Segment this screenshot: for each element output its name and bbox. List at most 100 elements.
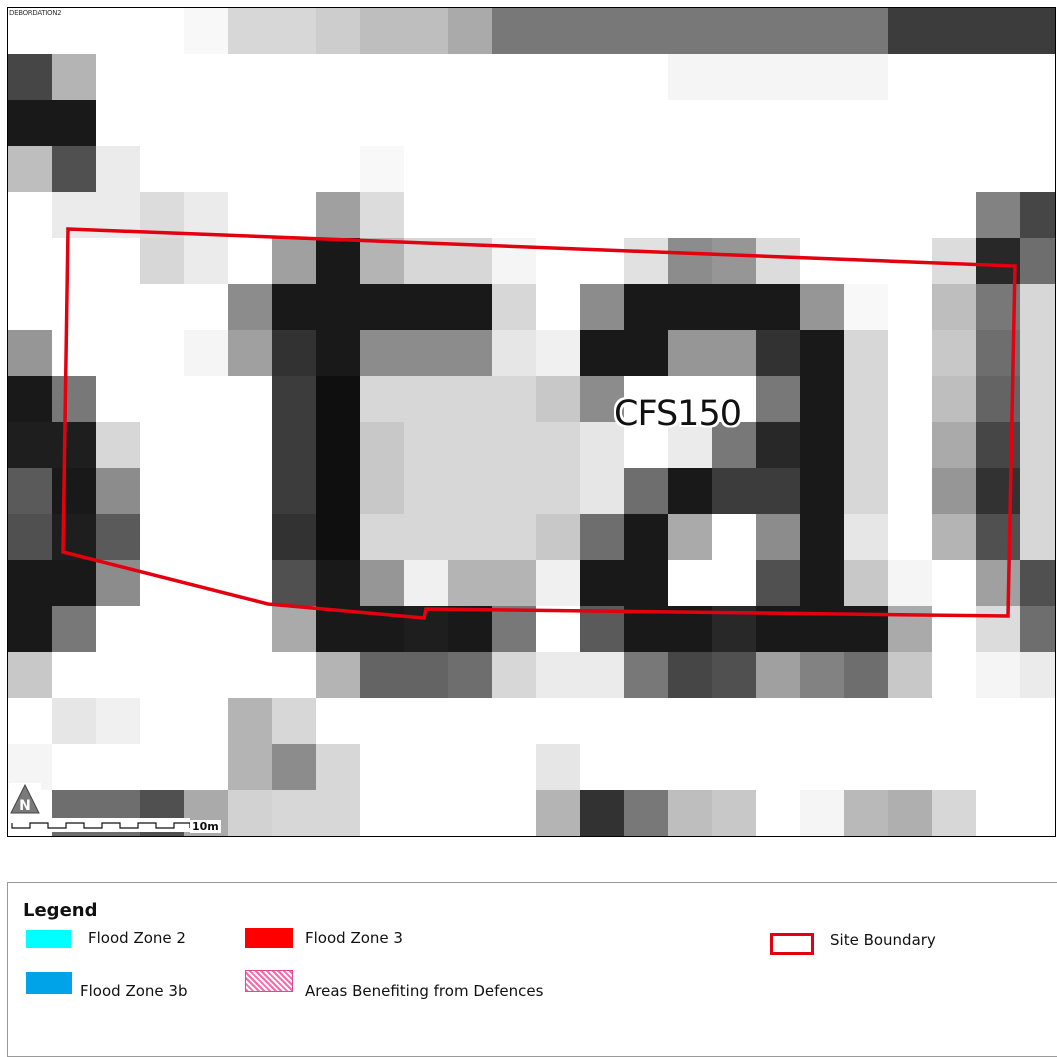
raster-cell	[888, 284, 933, 331]
raster-cell	[448, 606, 493, 653]
raster-cell	[624, 376, 669, 423]
raster-cell	[624, 744, 669, 791]
raster-cell	[536, 744, 581, 791]
raster-cell	[668, 8, 713, 55]
raster-cell	[668, 238, 713, 285]
raster-cell	[492, 468, 537, 515]
raster-cell	[844, 744, 889, 791]
raster-cell	[668, 192, 713, 239]
raster-cell	[360, 238, 405, 285]
raster-cell	[492, 100, 537, 147]
north-arrow-icon: N	[9, 783, 41, 817]
raster-cell	[756, 514, 801, 561]
raster-cell	[1020, 514, 1055, 561]
raster-cell	[624, 698, 669, 745]
raster-cell	[184, 330, 229, 377]
raster-cell	[316, 100, 361, 147]
raster-cell	[932, 422, 977, 469]
raster-cell	[52, 8, 97, 55]
raster-cell	[932, 560, 977, 607]
raster-cell	[492, 376, 537, 423]
raster-cell	[976, 100, 1021, 147]
raster-cell	[536, 606, 581, 653]
raster-cell	[184, 284, 229, 331]
raster-cell	[96, 514, 141, 561]
raster-cell	[844, 422, 889, 469]
raster-cell	[96, 744, 141, 791]
flood-zone-3b-label: Flood Zone 3b	[80, 982, 188, 1000]
raster-cell	[932, 790, 977, 836]
raster-cell	[272, 422, 317, 469]
raster-cell	[96, 468, 141, 515]
raster-cell	[888, 192, 933, 239]
raster-cell	[624, 560, 669, 607]
raster-cell	[184, 744, 229, 791]
raster-cell	[140, 514, 185, 561]
raster-cell	[668, 146, 713, 193]
raster-cell	[8, 422, 53, 469]
raster-cell	[316, 606, 361, 653]
raster-cell	[624, 790, 669, 836]
raster-cell	[8, 192, 53, 239]
raster-cell	[888, 146, 933, 193]
raster-cell	[712, 330, 757, 377]
raster-cell	[844, 192, 889, 239]
raster-cell	[184, 514, 229, 561]
raster-cell	[228, 8, 273, 55]
raster-cell	[184, 698, 229, 745]
raster-cell	[932, 468, 977, 515]
raster-cell	[272, 698, 317, 745]
raster-cell	[184, 100, 229, 147]
raster-cell	[844, 284, 889, 331]
raster-cell	[404, 330, 449, 377]
raster-cell	[756, 560, 801, 607]
raster-cell	[140, 238, 185, 285]
raster-cell	[712, 238, 757, 285]
raster-cell	[272, 192, 317, 239]
raster-cell	[184, 238, 229, 285]
raster-cell	[52, 284, 97, 331]
raster-cell	[8, 606, 53, 653]
raster-cell	[976, 468, 1021, 515]
raster-cell	[140, 54, 185, 101]
raster-cell	[140, 652, 185, 699]
raster-cell	[228, 652, 273, 699]
flood-zone-2-label: Flood Zone 2	[88, 929, 186, 947]
raster-cell	[668, 790, 713, 836]
raster-cell	[316, 330, 361, 377]
raster-cell	[492, 514, 537, 561]
raster-cell	[1020, 8, 1055, 55]
raster-cell	[404, 652, 449, 699]
flood-zone-3-swatch	[245, 928, 293, 948]
raster-cell	[580, 100, 625, 147]
raster-cell	[1020, 330, 1055, 377]
raster-cell	[844, 146, 889, 193]
raster-cell	[536, 192, 581, 239]
raster-cell	[712, 790, 757, 836]
raster-cell	[888, 744, 933, 791]
raster-cell	[712, 468, 757, 515]
raster-cell	[272, 238, 317, 285]
raster-cell	[712, 192, 757, 239]
raster-cell	[580, 284, 625, 331]
raster-cell	[184, 8, 229, 55]
raster-cell	[1020, 284, 1055, 331]
raster-cell	[448, 284, 493, 331]
raster-cell	[492, 146, 537, 193]
map-frame[interactable]: DEBORDATION2 CFS150	[7, 7, 1056, 837]
raster-cell	[96, 652, 141, 699]
raster-cell	[316, 54, 361, 101]
raster-cell	[580, 560, 625, 607]
raster-cell	[580, 422, 625, 469]
raster-cell	[800, 514, 845, 561]
layer-name-label: DEBORDATION2	[9, 9, 62, 17]
raster-cell	[888, 790, 933, 836]
raster-cell	[932, 100, 977, 147]
raster-cell	[8, 146, 53, 193]
raster-cell	[228, 468, 273, 515]
raster-cell	[712, 146, 757, 193]
raster-cell	[976, 698, 1021, 745]
raster-cell	[404, 146, 449, 193]
raster-cell	[800, 284, 845, 331]
raster-cell	[272, 560, 317, 607]
